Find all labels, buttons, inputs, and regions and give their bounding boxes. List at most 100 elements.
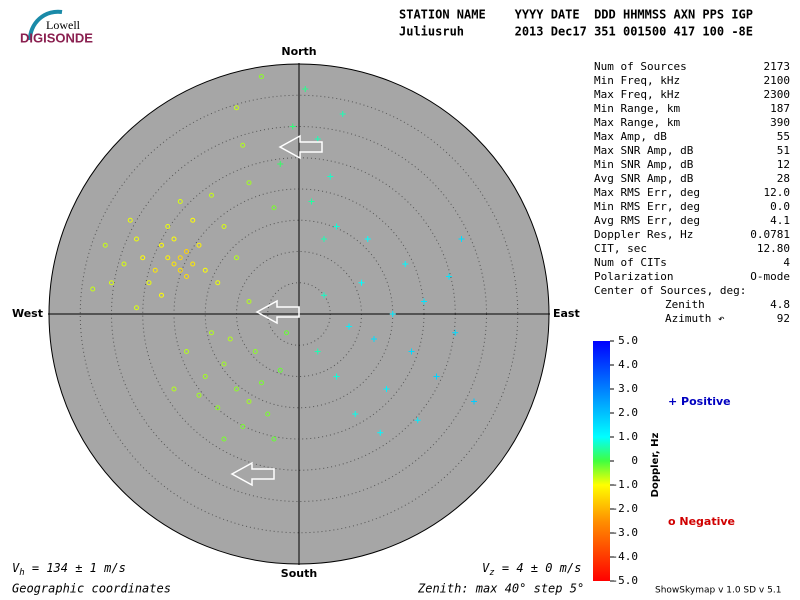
- stat-value: 187: [770, 102, 790, 115]
- source-positive: [321, 236, 327, 242]
- source-positive: [402, 261, 409, 267]
- source-negative: [240, 142, 246, 148]
- vh: Vh = 134 ± 1 m/s: [12, 561, 126, 578]
- source-negative: [127, 217, 133, 223]
- source-negative: [184, 249, 189, 254]
- colorbar-tick-label: 0: [631, 454, 638, 467]
- stat-value: 0.0781: [750, 228, 790, 241]
- center-label: Azimuth ↶: [665, 312, 725, 325]
- source-negative: [184, 274, 189, 279]
- stat-value: 2300: [764, 88, 791, 101]
- source-negative: [252, 349, 258, 354]
- source-negative: [177, 255, 183, 261]
- source-negative: [221, 436, 227, 442]
- source-negative: [171, 236, 177, 242]
- arrow: [230, 461, 275, 487]
- stat-value: 2100: [764, 74, 791, 87]
- source-positive: [364, 236, 371, 242]
- source-negative: [190, 217, 196, 223]
- stat-label: Max RMS Err, deg: [594, 186, 700, 199]
- source-negative: [234, 255, 239, 261]
- source-negative: [221, 224, 227, 229]
- stat-label: Avg RMS Err, deg: [594, 214, 700, 227]
- source-positive: [421, 298, 427, 305]
- source-positive: [446, 273, 452, 280]
- stat-label: Avg SNR Amp, dB: [594, 172, 694, 185]
- center-value: 4.8: [770, 298, 790, 311]
- stat-value: 4: [783, 256, 790, 269]
- colorbar: [593, 341, 610, 581]
- stat-value: 12.0: [764, 186, 791, 199]
- source-negative: [159, 292, 164, 298]
- source-positive: [408, 348, 415, 355]
- source-negative: [209, 330, 214, 336]
- east-label: East: [553, 307, 580, 320]
- drift-arrows: [230, 134, 323, 487]
- logo-top: Lowell: [46, 18, 81, 32]
- colorbar-tick-label: -3.0: [612, 526, 639, 539]
- stat-value: 2173: [764, 60, 791, 73]
- colorbar-tick-label: 1.0: [618, 430, 638, 443]
- source-negative: [159, 242, 164, 248]
- west-label: West: [12, 307, 43, 320]
- center-title: Center of Sources, deg:: [594, 284, 746, 297]
- stat-value: 12: [777, 158, 790, 171]
- source-negative: [190, 261, 196, 267]
- source-negative: [209, 192, 214, 198]
- stat-label: Num of Sources: [594, 60, 687, 73]
- source-negative: [277, 367, 283, 373]
- arrow: [278, 134, 323, 160]
- center-label: Zenith: [665, 298, 705, 311]
- stat-value: 28: [777, 172, 790, 185]
- source-positive: [339, 111, 346, 117]
- source-negative: [146, 280, 152, 286]
- sources: [90, 74, 477, 442]
- source-positive: [277, 161, 284, 167]
- source-positive: [333, 373, 340, 380]
- stats-table: Num of Sources 2173 Min Freq, kHz 2100 Max F…: [594, 60, 790, 325]
- source-negative: [196, 392, 202, 398]
- stat-label: Num of CITs: [594, 256, 667, 269]
- north-label: North: [281, 45, 316, 58]
- colorbar-tick-label: 2.0: [618, 406, 638, 419]
- source-negative: [177, 199, 183, 204]
- source-positive: [433, 373, 440, 380]
- vz: Vz = 4 ± 0 m/s: [482, 561, 581, 578]
- source-positive: [452, 329, 459, 336]
- zenith-note: Zenith: max 40° step 5°: [417, 582, 584, 596]
- source-negative: [259, 380, 264, 386]
- colorbar-tick-label: -1.0: [612, 478, 639, 491]
- stat-label: Max Range, km: [594, 116, 680, 129]
- stat-value: 55: [777, 130, 790, 143]
- center-value: 92: [777, 312, 790, 325]
- source-negative: [102, 242, 108, 248]
- source-negative: [184, 349, 189, 354]
- source-positive: [371, 336, 377, 342]
- source-negative: [171, 386, 177, 392]
- source-negative: [196, 242, 202, 248]
- stat-label: Max SNR Amp, dB: [594, 144, 694, 157]
- source-negative: [140, 255, 146, 261]
- source-negative: [202, 267, 208, 273]
- stat-label: Max Amp, dB: [594, 130, 667, 143]
- source-positive: [377, 429, 384, 436]
- source-negative: [134, 305, 139, 311]
- source-positive: [346, 323, 352, 330]
- source-positive: [302, 86, 309, 92]
- south-label: South: [281, 567, 317, 580]
- coords: Geographic coordinates: [12, 582, 171, 596]
- source-positive: [321, 292, 327, 299]
- colorbar-tick-label: -2.0: [612, 502, 639, 515]
- source-negative: [171, 261, 177, 267]
- source-negative: [246, 299, 252, 304]
- header-values: Juliusruh 2013 Dec17 351 001500 417 100 …: [399, 25, 753, 39]
- source-negative: [284, 330, 289, 336]
- stat-label: Min RMS Err, deg: [594, 200, 700, 213]
- source-negative: [177, 267, 183, 273]
- colorbar-ticks: 5.0 4.0 3.0 2.0 1.0 0 -1.0 -2.0 -3.0 -4.0 -5.0: [610, 334, 638, 587]
- source-positive: [314, 136, 321, 142]
- source-negative: [234, 386, 239, 392]
- source-positive: [308, 198, 315, 205]
- source-positive: [458, 236, 465, 242]
- colorbar-tick-label: 5.0: [618, 334, 638, 347]
